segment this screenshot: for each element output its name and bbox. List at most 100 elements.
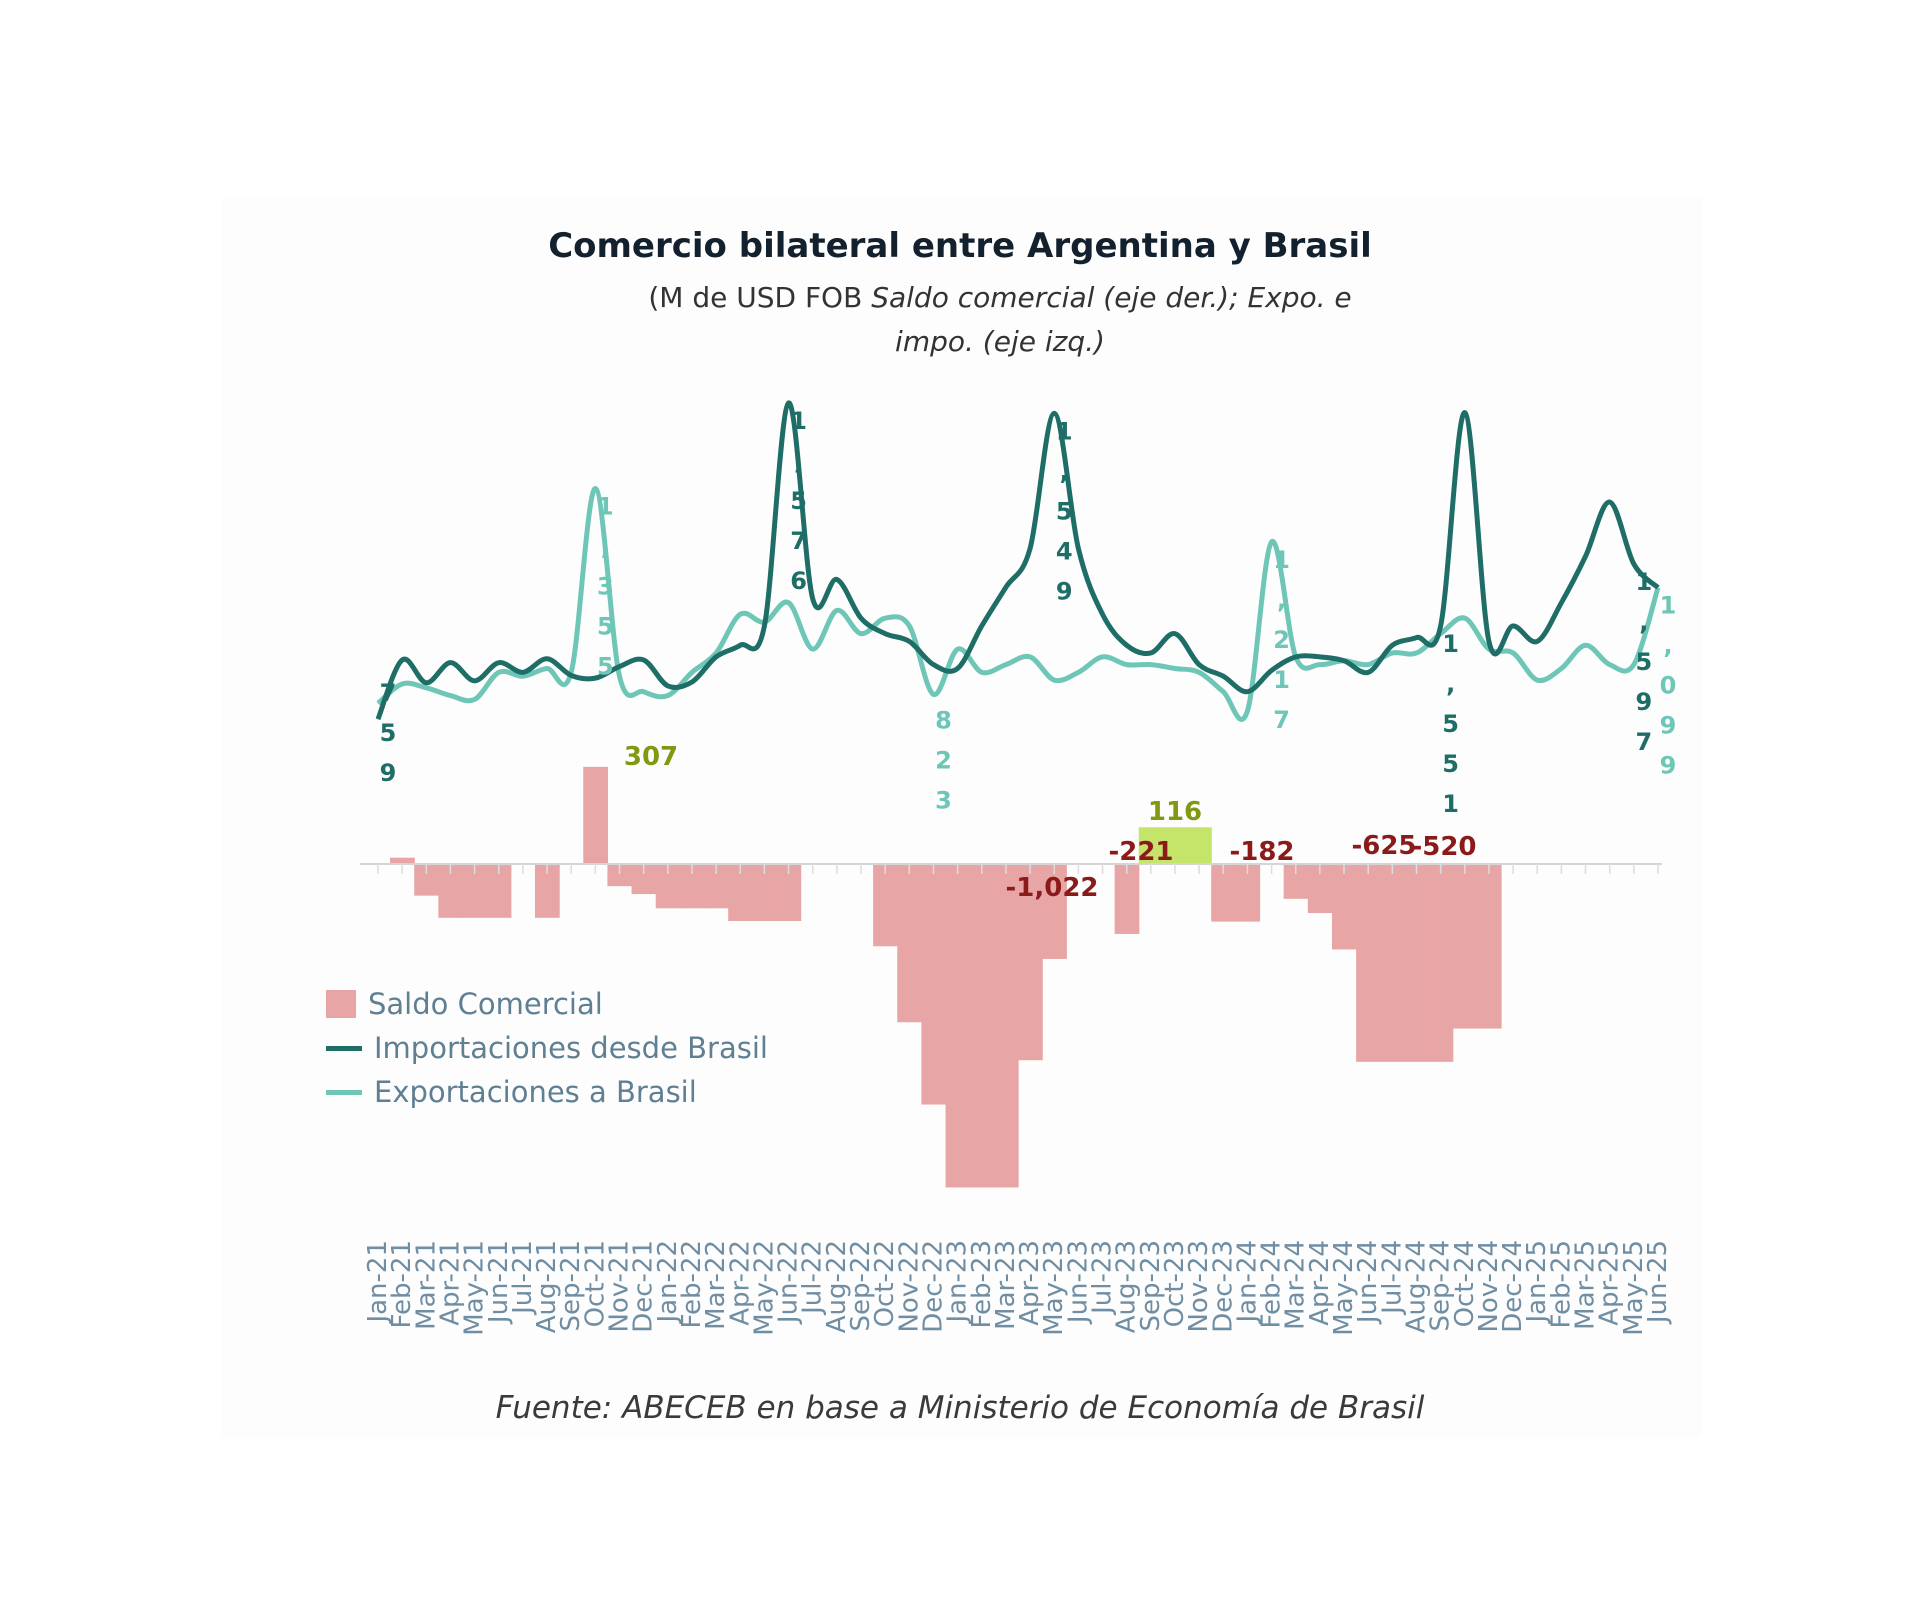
x-tick-label-apr-21: Apr-21 xyxy=(435,1240,465,1326)
x-tick-label-dec-24: Dec-24 xyxy=(1498,1240,1528,1333)
x-tick-label-feb-22: Feb-22 xyxy=(677,1240,707,1329)
x-tick-label-nov-24: Nov-24 xyxy=(1474,1240,1504,1333)
saldo-bar-sep-24 xyxy=(1428,864,1454,1062)
legend-swatch-importaciones xyxy=(326,1045,362,1051)
x-tick-label-apr-23: Apr-23 xyxy=(1015,1240,1045,1326)
x-tick-label-mar-21: Mar-21 xyxy=(411,1240,441,1330)
saldo-bar-jun-24 xyxy=(1356,864,1381,1062)
saldo-bar-feb-21 xyxy=(390,857,415,864)
x-tick-label-oct-23: Oct-23 xyxy=(1160,1240,1190,1327)
x-tick-label-feb-24: Feb-24 xyxy=(1257,1240,1287,1329)
x-tick-label-oct-21: Oct-21 xyxy=(580,1240,610,1327)
x-tick-label-jan-25: Jan-25 xyxy=(1522,1240,1552,1325)
subtitle-line-2: impo. (eje izq.) xyxy=(895,325,1105,358)
data-label-saldo-sep-23: 116 xyxy=(1148,797,1202,827)
saldo-bar-nov-23 xyxy=(1187,827,1212,864)
saldo-bar-oct-24 xyxy=(1452,864,1478,1029)
x-tick-label-jun-21: Jun-21 xyxy=(484,1240,514,1325)
saldo-bar-nov-24 xyxy=(1476,864,1502,1029)
x-tick-label-apr-22: Apr-22 xyxy=(725,1240,755,1326)
x-tick-label-apr-25: Apr-25 xyxy=(1595,1240,1625,1326)
x-tick-label-jun-25: Jun-25 xyxy=(1643,1240,1673,1325)
data-label-saldo-nov-21: 307 xyxy=(624,742,678,772)
x-tick-label-dec-22: Dec-22 xyxy=(918,1240,948,1333)
legend-swatch-exportaciones xyxy=(326,1089,362,1095)
x-tick-label-may-23: May-23 xyxy=(1039,1240,1069,1336)
data-label-saldo-jan-24: -182 xyxy=(1229,837,1294,867)
x-tick-label-sep-21: Sep-21 xyxy=(556,1240,586,1331)
x-tick-label-nov-21: Nov-21 xyxy=(605,1240,635,1333)
legend-item-saldo: Saldo Comercial xyxy=(326,982,768,1026)
x-tick-label-may-25: May-25 xyxy=(1619,1240,1649,1336)
x-tick-label-jul-24: Jul-24 xyxy=(1377,1240,1407,1316)
x-tick-label-jan-22: Jan-22 xyxy=(653,1240,683,1325)
x-tick-label-dec-23: Dec-23 xyxy=(1208,1240,1238,1333)
legend-label-saldo: Saldo Comercial xyxy=(368,987,603,1021)
x-tick-label-jun-23: Jun-23 xyxy=(1063,1240,1093,1325)
legend: Saldo Comercial Importaciones desde Bras… xyxy=(326,982,768,1114)
x-tick-label-mar-22: Mar-22 xyxy=(701,1240,731,1330)
x-tick-label-oct-22: Oct-22 xyxy=(870,1240,900,1327)
x-tick-label-mar-23: Mar-23 xyxy=(991,1240,1021,1330)
data-label-saldo-jul-24: -625 xyxy=(1351,831,1416,861)
saldo-bar-apr-23 xyxy=(1018,864,1043,1061)
x-tick-label-jan-21: Jan-21 xyxy=(363,1240,393,1325)
chart-subtitle: (M de USD FOB Saldo comercial (eje der.)… xyxy=(620,276,1380,364)
x-tick-label-mar-25: Mar-25 xyxy=(1571,1240,1601,1330)
saldo-bar-jul-24 xyxy=(1380,864,1406,1062)
saldo-bar-oct-22 xyxy=(873,864,898,947)
x-tick-label-feb-21: Feb-21 xyxy=(387,1240,417,1329)
chart-source: Fuente: ABECEB en base a Ministerio de E… xyxy=(495,1390,1425,1426)
legend-label-importaciones: Importaciones desde Brasil xyxy=(374,1031,768,1065)
x-tick-label-aug-22: Aug-22 xyxy=(822,1240,852,1333)
x-tick-label-jul-21: Jul-21 xyxy=(508,1240,538,1316)
saldo-bar-jan-23 xyxy=(945,864,971,1188)
x-tick-label-may-22: May-22 xyxy=(749,1240,779,1336)
series-line-exportaciones xyxy=(376,486,1661,722)
x-tick-label-aug-24: Aug-24 xyxy=(1401,1240,1431,1333)
saldo-bar-aug-24 xyxy=(1404,864,1430,1062)
x-tick-label-mar-24: Mar-24 xyxy=(1281,1240,1311,1330)
x-tick-label-apr-24: Apr-24 xyxy=(1305,1240,1335,1326)
saldo-bar-nov-21 xyxy=(607,864,633,887)
data-label-saldo-may-23: -1,022 xyxy=(1005,873,1098,903)
saldo-bar-oct-23 xyxy=(1162,827,1188,864)
subtitle-units: (M de USD FOB xyxy=(648,281,872,314)
x-tick-label-feb-23: Feb-23 xyxy=(967,1240,997,1329)
saldo-bar-dec-22 xyxy=(921,864,947,1105)
saldo-bar-mar-23 xyxy=(993,864,1019,1188)
x-tick-label-may-24: May-24 xyxy=(1329,1240,1359,1336)
saldo-bar-may-24 xyxy=(1331,864,1357,950)
x-tick-label-jul-22: Jul-22 xyxy=(798,1240,828,1316)
x-tick-label-sep-22: Sep-22 xyxy=(846,1240,876,1331)
subtitle-axes-note: Saldo comercial (eje der.); Expo. e xyxy=(871,281,1352,314)
x-tick-label-jan-23: Jan-23 xyxy=(943,1240,973,1325)
data-label-saldo-aug-23: -221 xyxy=(1108,837,1173,867)
saldo-bar-aug-23 xyxy=(1114,864,1140,934)
x-tick-label-jul-23: Jul-23 xyxy=(1088,1240,1118,1316)
saldo-bar-may-23 xyxy=(1042,864,1067,959)
saldo-bar-nov-22 xyxy=(897,864,922,1023)
x-tick-label-jun-22: Jun-22 xyxy=(774,1240,804,1325)
x-tick-label-sep-23: Sep-23 xyxy=(1136,1240,1166,1331)
x-tick-label-dec-21: Dec-21 xyxy=(629,1240,659,1333)
saldo-bar-sep-23 xyxy=(1138,827,1164,864)
legend-item-exportaciones: Exportaciones a Brasil xyxy=(326,1070,768,1114)
legend-swatch-saldo xyxy=(326,990,356,1018)
chart-card xyxy=(222,198,1702,1438)
x-tick-label-aug-21: Aug-21 xyxy=(532,1240,562,1333)
chart-title: Comercio bilateral entre Argentina y Bra… xyxy=(548,226,1372,266)
x-tick-label-nov-22: Nov-22 xyxy=(894,1240,924,1333)
x-tick-label-jan-24: Jan-24 xyxy=(1232,1240,1262,1325)
subtitle-line-1: (M de USD FOB Saldo comercial (eje der.)… xyxy=(620,276,1380,320)
x-tick-label-jun-24: Jun-24 xyxy=(1353,1240,1383,1325)
x-tick-label-sep-24: Sep-24 xyxy=(1426,1240,1456,1331)
x-tick-label-aug-23: Aug-23 xyxy=(1112,1240,1142,1333)
x-tick-label-may-21: May-21 xyxy=(460,1240,490,1336)
